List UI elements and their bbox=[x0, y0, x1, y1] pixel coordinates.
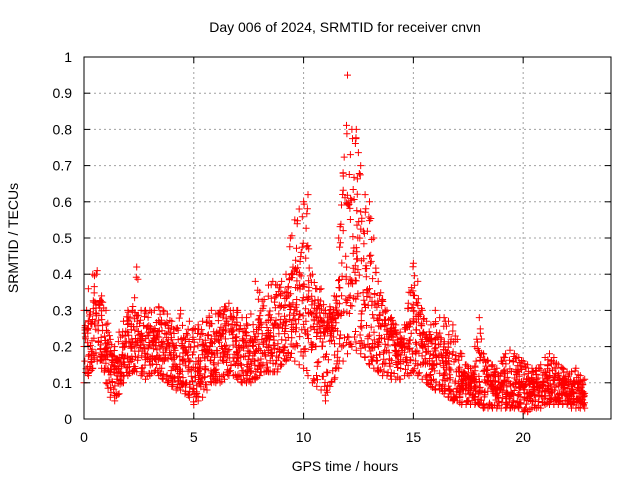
x-tick-label: 0 bbox=[80, 429, 88, 445]
y-axis-ticks: 0 0.1 0.2 0.3 0.4 0.5 0.6 0.7 0.8 0.9 1 bbox=[53, 49, 611, 427]
x-axis-label: GPS time / hours bbox=[292, 458, 399, 474]
data-points bbox=[80, 71, 589, 416]
y-tick-label: 0.5 bbox=[53, 230, 73, 246]
y-tick-label: 0 bbox=[64, 411, 72, 427]
chart-title: Day 006 of 2024, SRMTID for receiver cnv… bbox=[209, 19, 481, 35]
x-tick-label: 10 bbox=[296, 429, 312, 445]
x-tick-label: 5 bbox=[190, 429, 198, 445]
y-tick-label: 0.6 bbox=[53, 194, 73, 210]
y-tick-label: 0.3 bbox=[53, 302, 73, 318]
srmtid-points bbox=[80, 71, 589, 416]
y-tick-label: 0.9 bbox=[53, 85, 73, 101]
y-tick-label: 0.7 bbox=[53, 158, 73, 174]
x-tick-label: 15 bbox=[406, 429, 422, 445]
y-tick-label: 0.4 bbox=[53, 266, 73, 282]
y-tick-label: 1 bbox=[64, 49, 72, 65]
y-tick-label: 0.1 bbox=[53, 375, 73, 391]
x-tick-label: 20 bbox=[515, 429, 531, 445]
y-tick-label: 0.2 bbox=[53, 339, 73, 355]
y-tick-label: 0.8 bbox=[53, 121, 73, 137]
x-axis-ticks: 0 5 10 15 20 bbox=[80, 57, 531, 445]
y-axis-label: SRMTID / TECUs bbox=[5, 183, 21, 293]
